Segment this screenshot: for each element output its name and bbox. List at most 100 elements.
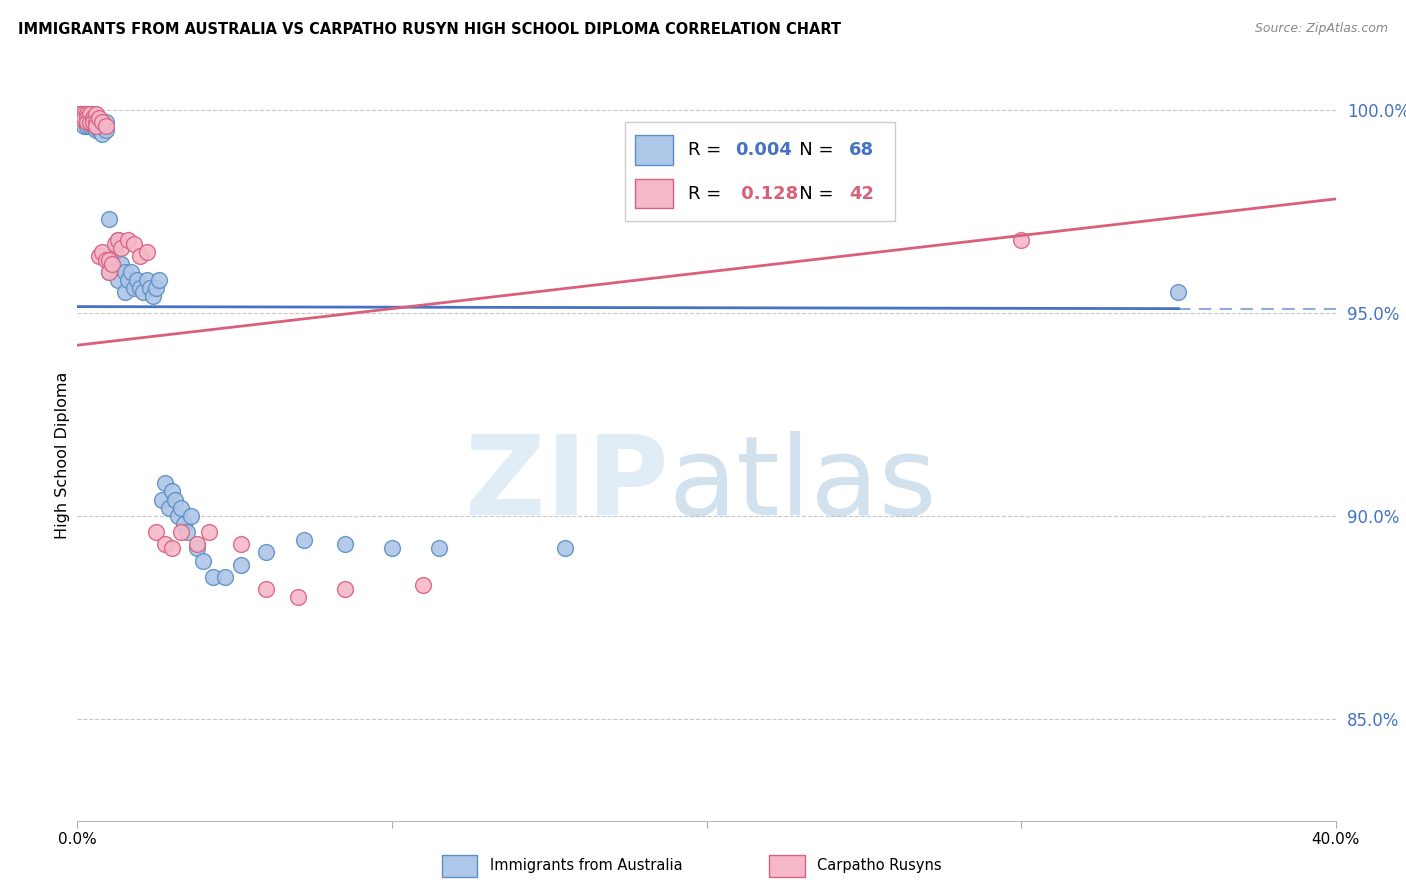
Point (114, 265, 136, 279)
Point (82, 106, 104, 120)
Point (554, 541, 576, 556)
Text: Immigrants from Australia: Immigrants from Australia (491, 858, 683, 873)
Point (82, 111, 104, 125)
Point (97, 265, 120, 279)
Point (79, 114, 101, 128)
Text: 42: 42 (849, 185, 873, 202)
Point (292, 533, 315, 548)
Text: IMMIGRANTS FROM AUSTRALIA VS CARPATHO RUSYN HIGH SCHOOL DIPLOMA CORRELATION CHAR: IMMIGRANTS FROM AUSTRALIA VS CARPATHO RU… (18, 22, 841, 37)
Point (135, 244, 157, 259)
Y-axis label: High School Diploma: High School Diploma (55, 371, 70, 539)
Text: N =: N = (782, 141, 839, 159)
Point (229, 558, 252, 572)
Point (191, 553, 215, 567)
Point (79, 106, 101, 120)
Text: ZIP: ZIP (465, 431, 669, 538)
Point (91, 114, 114, 128)
Point (82, 114, 104, 128)
Point (69, 111, 91, 125)
Point (135, 273, 157, 287)
Text: 0.004: 0.004 (735, 141, 793, 159)
Point (145, 525, 167, 540)
Point (142, 289, 165, 303)
Point (114, 285, 136, 300)
Point (94, 114, 117, 128)
Point (97, 252, 120, 267)
Point (69, 111, 91, 125)
Point (94, 119, 117, 133)
Point (163, 492, 186, 507)
Point (1167, 285, 1189, 300)
Point (145, 281, 167, 295)
Point (89, 111, 111, 125)
Text: 0.128: 0.128 (735, 185, 799, 202)
Point (82, 119, 104, 133)
Point (186, 537, 208, 551)
Point (110, 241, 132, 255)
Point (333, 582, 356, 596)
Point (110, 257, 132, 271)
Bar (634, 179, 672, 209)
Text: N =: N = (782, 185, 839, 202)
Point (89, 249, 111, 263)
Point (381, 541, 404, 556)
Text: Source: ZipAtlas.com: Source: ZipAtlas.com (1254, 22, 1388, 36)
Point (160, 541, 183, 556)
Point (101, 257, 124, 271)
Point (214, 570, 236, 584)
Bar (769, 855, 804, 877)
Point (198, 525, 221, 540)
Point (127, 273, 149, 287)
Point (180, 508, 202, 523)
Point (129, 281, 152, 295)
Point (91, 127, 114, 141)
Point (97, 265, 120, 279)
Point (79, 114, 101, 128)
Point (72, 111, 94, 125)
Point (427, 541, 450, 556)
Point (76, 119, 98, 133)
Point (84, 111, 107, 125)
Point (170, 500, 193, 515)
Point (84, 106, 107, 120)
Point (122, 236, 145, 251)
Point (89, 123, 111, 137)
Point (94, 252, 117, 267)
Point (160, 484, 183, 499)
Point (76, 106, 98, 120)
Point (287, 590, 309, 604)
Point (84, 123, 107, 137)
Point (186, 541, 208, 556)
Text: R =: R = (688, 141, 727, 159)
Point (104, 236, 127, 251)
Point (76, 111, 98, 125)
Point (167, 508, 190, 523)
Point (76, 114, 98, 128)
Point (107, 233, 129, 247)
Point (1010, 233, 1032, 247)
Text: atlas: atlas (669, 431, 938, 538)
Point (132, 285, 155, 300)
Point (170, 525, 193, 540)
Point (69, 106, 91, 120)
Point (84, 119, 107, 133)
Text: 68: 68 (849, 141, 875, 159)
Point (138, 281, 160, 295)
Point (107, 233, 129, 247)
Point (101, 257, 124, 271)
Point (94, 123, 117, 137)
Point (412, 578, 434, 592)
FancyBboxPatch shape (624, 122, 896, 221)
Point (89, 114, 111, 128)
Point (72, 106, 94, 120)
Point (79, 106, 101, 120)
Point (122, 281, 145, 295)
Point (82, 114, 104, 128)
Point (229, 537, 252, 551)
Point (76, 106, 98, 120)
Point (155, 537, 177, 551)
Point (254, 545, 277, 559)
Point (84, 114, 107, 128)
Point (173, 516, 195, 531)
Text: R =: R = (688, 185, 727, 202)
